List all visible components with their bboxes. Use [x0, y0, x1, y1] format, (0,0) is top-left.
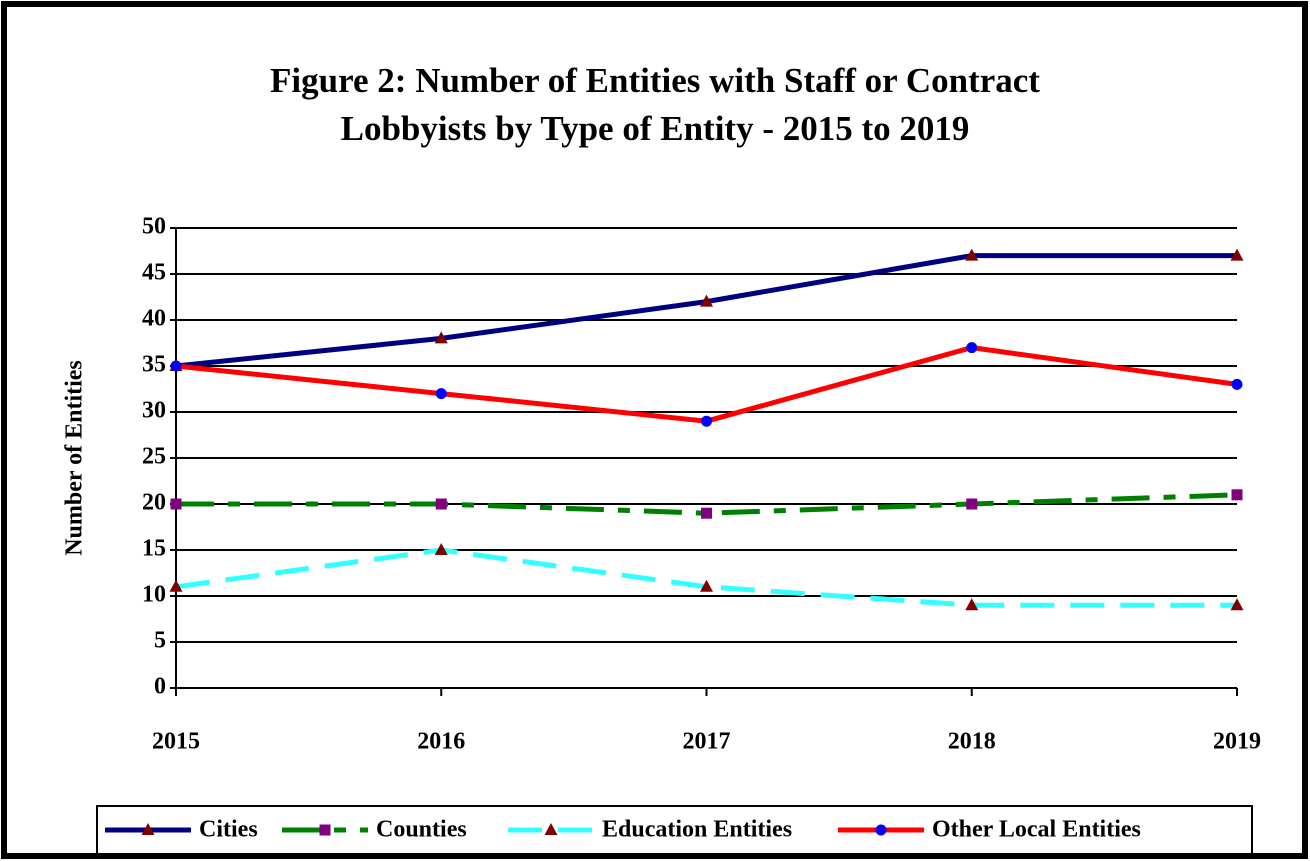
legend-label: Counties	[376, 817, 467, 843]
chart-title: Figure 2: Number of Entities with Staff …	[270, 61, 1040, 100]
marker	[700, 294, 713, 307]
marker	[170, 360, 182, 372]
y-tick-label: 50	[142, 214, 166, 240]
y-tick-label: 45	[142, 260, 166, 286]
marker	[966, 498, 978, 510]
marker	[319, 824, 331, 836]
marker	[1230, 598, 1244, 611]
marker	[875, 824, 887, 836]
y-tick-label: 0	[154, 674, 166, 700]
x-tick-label: 2015	[152, 729, 200, 755]
marker	[435, 498, 447, 510]
x-tick-label: 2018	[948, 729, 996, 755]
y-tick-label: 5	[154, 628, 166, 654]
marker	[965, 248, 979, 261]
y-tick-label: 25	[142, 444, 166, 470]
legend-label: Other Local Entities	[932, 817, 1141, 843]
marker	[170, 498, 182, 510]
marker	[434, 331, 448, 344]
marker	[435, 388, 447, 400]
x-tick-label: 2019	[1213, 729, 1261, 755]
marker	[169, 579, 183, 592]
series-line	[175, 547, 1237, 608]
marker	[701, 507, 712, 519]
x-tick-label: 2016	[417, 729, 465, 755]
y-tick-label: 30	[142, 398, 166, 424]
y-axis-label: Number of Entities	[62, 360, 88, 556]
marker	[966, 342, 978, 354]
y-tick-label: 40	[142, 306, 166, 332]
legend-label: Cities	[199, 817, 258, 843]
legend-label: Education Entities	[602, 817, 792, 843]
marker	[700, 579, 713, 592]
y-tick-label: 10	[142, 582, 166, 608]
marker	[965, 598, 979, 611]
x-tick-label: 2017	[683, 729, 731, 755]
marker	[701, 415, 712, 427]
marker	[1230, 248, 1244, 261]
chart-title: Lobbyists by Type of Entity - 2015 to 20…	[341, 109, 970, 148]
y-tick-label: 15	[142, 536, 166, 562]
y-tick-label: 35	[142, 352, 166, 378]
y-tick-label: 20	[142, 490, 166, 516]
marker	[1231, 378, 1243, 390]
marker	[141, 823, 155, 835]
marker	[434, 543, 448, 555]
marker	[1231, 489, 1243, 501]
marker	[544, 823, 558, 835]
